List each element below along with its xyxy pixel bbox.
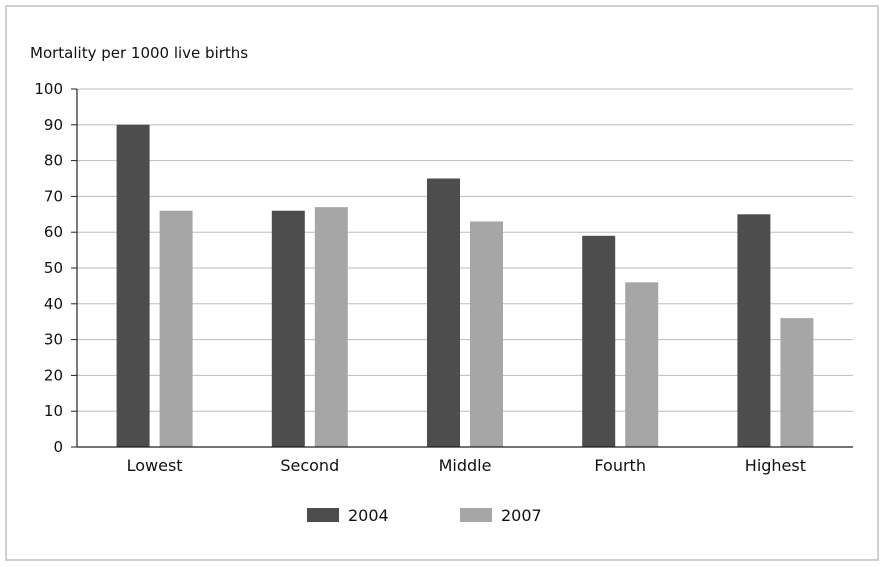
bar-lowest-2004: [116, 124, 150, 448]
x-tick-label: Fourth: [594, 456, 646, 475]
bar-second-2004: [271, 210, 305, 447]
bar-fourth-2004: [582, 235, 616, 447]
legend-swatch-2007: [460, 508, 492, 522]
legend-swatch-2004: [307, 508, 339, 522]
legend-label-2007: 2007: [501, 506, 542, 525]
legend-label-2004: 2004: [348, 506, 389, 525]
bar-highest-2004: [737, 214, 771, 447]
category-labels: Lowest Second Middle Fourth Highest: [127, 456, 806, 475]
y-tick-label: 0: [53, 438, 63, 456]
y-tick-label: 100: [34, 80, 63, 98]
y-axis-title: Mortality per 1000 live births: [30, 44, 248, 62]
bar-middle-2007: [470, 221, 503, 447]
bar-middle-2004: [427, 178, 460, 447]
y-tick-label: 80: [44, 152, 63, 170]
y-tick-label: 50: [44, 259, 63, 277]
x-tick-label: Highest: [745, 456, 806, 475]
legend: 2004 2007: [307, 506, 542, 525]
bars: [116, 124, 814, 448]
x-tick-label: Lowest: [127, 456, 183, 475]
y-tick-label: 90: [44, 116, 63, 134]
bar-lowest-2007: [159, 210, 193, 447]
y-tick-label: 40: [44, 295, 63, 313]
x-tick-label: Middle: [439, 456, 492, 475]
y-tick-label: 30: [44, 331, 63, 349]
y-tick-label: 20: [44, 366, 63, 384]
bar-highest-2007: [780, 318, 814, 447]
y-tick-label: 70: [44, 187, 63, 205]
y-tick-label: 60: [44, 223, 63, 241]
bar-second-2007: [314, 207, 348, 447]
x-tick-label: Second: [280, 456, 339, 475]
axes: [71, 88, 853, 448]
gridlines: [77, 88, 853, 412]
y-tick-label: 10: [44, 402, 63, 420]
bar-fourth-2007: [625, 282, 659, 447]
y-tick-labels: 0 10 20 30 40 50 60 70 80 90 100: [34, 80, 63, 456]
